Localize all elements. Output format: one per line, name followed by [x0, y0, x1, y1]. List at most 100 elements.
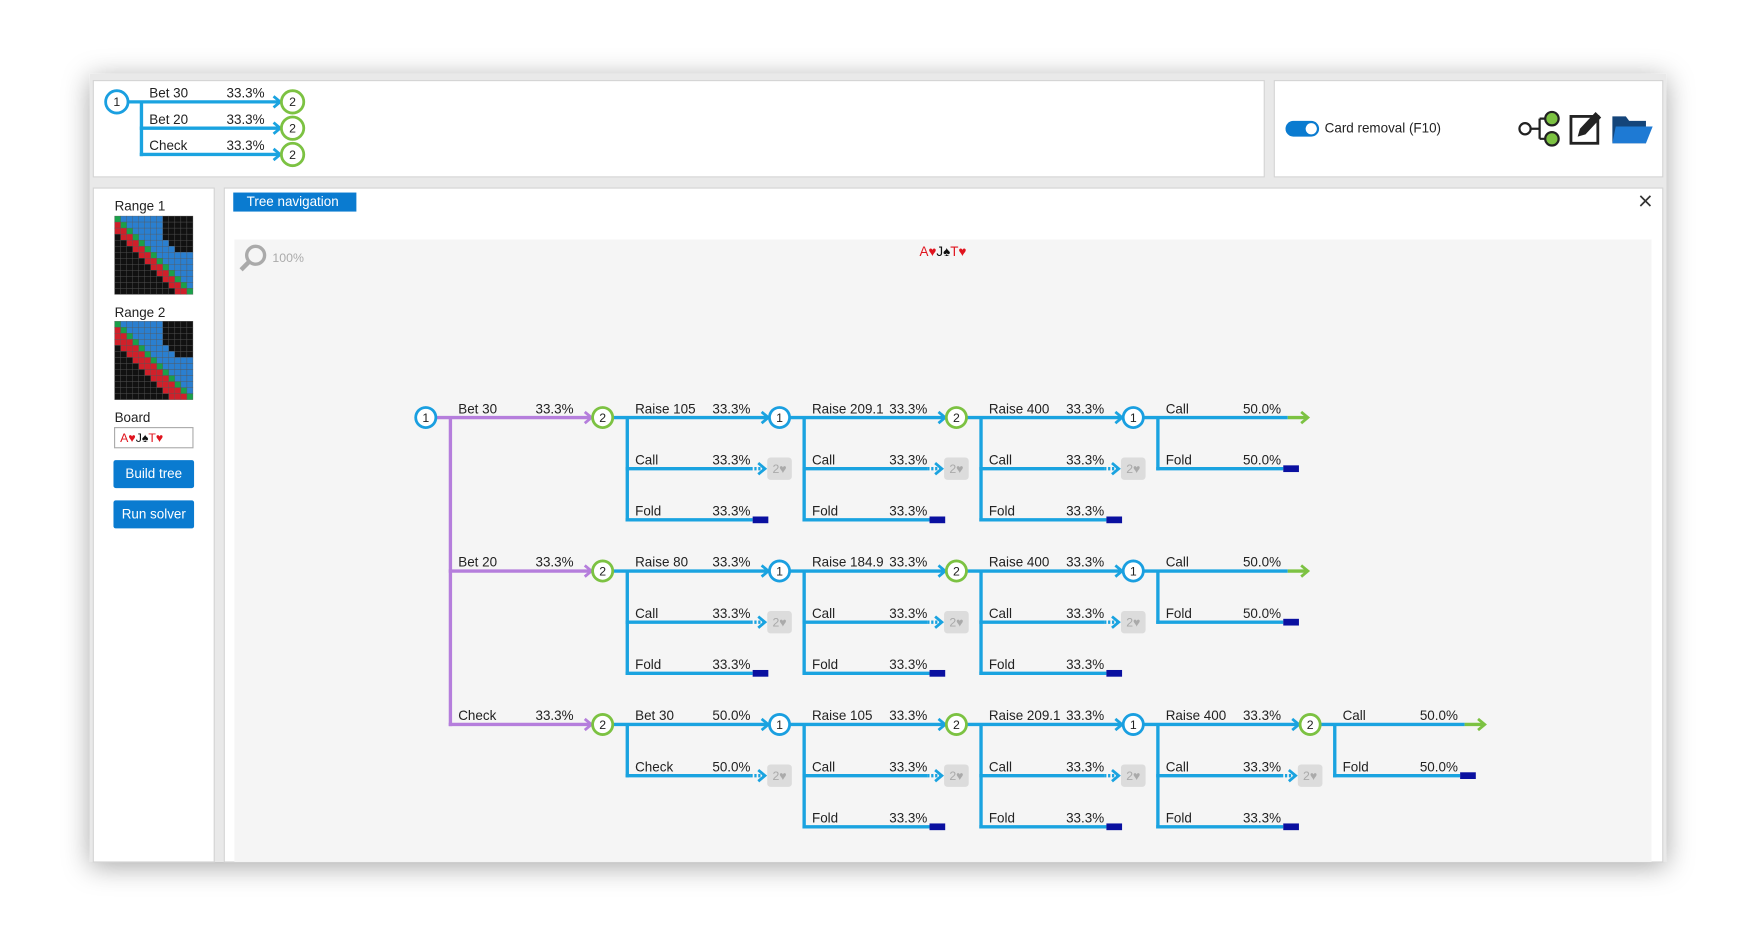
action-label[interactable]: Call — [812, 759, 835, 774]
chance-node[interactable] — [1120, 764, 1146, 787]
tree-icon[interactable] — [1518, 110, 1560, 147]
action-label[interactable]: Fold — [812, 504, 838, 519]
board-input[interactable] — [114, 427, 194, 449]
chance-label[interactable]: 2♥ — [772, 769, 786, 783]
chance-node[interactable] — [767, 764, 792, 787]
range-matrix[interactable] — [114, 215, 194, 295]
player-label[interactable]: 1 — [1130, 411, 1137, 425]
player-node[interactable] — [1121, 406, 1145, 430]
action-label[interactable]: Call — [1166, 401, 1189, 416]
player-label[interactable]: 2 — [289, 148, 296, 162]
player-node[interactable] — [944, 559, 968, 583]
action-label[interactable]: Call — [989, 759, 1012, 774]
player-label[interactable]: 1 — [776, 718, 783, 732]
action-label[interactable]: Call — [812, 452, 835, 467]
button[interactable] — [113, 500, 195, 529]
chance-label[interactable]: 2♥ — [949, 462, 963, 476]
player-label[interactable]: 2 — [953, 718, 960, 732]
button-label[interactable]: Run solver — [122, 506, 187, 521]
chance-label[interactable]: 2♥ — [772, 462, 786, 476]
action-label[interactable]: Raise 400 — [1166, 708, 1226, 723]
player-node[interactable] — [591, 406, 615, 430]
action-label[interactable]: Raise 184.9 — [812, 555, 884, 570]
action-label[interactable]: Call — [989, 452, 1012, 467]
chance-label[interactable]: 2♥ — [772, 616, 786, 630]
action-label[interactable]: Bet 30 — [635, 708, 674, 723]
action-label[interactable]: Raise 209.1 — [989, 708, 1061, 723]
action-label[interactable]: Bet 20 — [149, 112, 188, 127]
board-input-text[interactable]: A♥J♠T♥ — [120, 431, 163, 445]
player-label[interactable]: 1 — [776, 411, 783, 425]
action-label[interactable]: Call — [635, 606, 658, 621]
folder-icon[interactable] — [1612, 116, 1653, 144]
player-node[interactable] — [591, 713, 615, 736]
range-matrix[interactable] — [114, 321, 194, 400]
player-node[interactable] — [414, 406, 438, 430]
action-label[interactable]: Bet 30 — [149, 86, 188, 101]
chance-node[interactable] — [1120, 610, 1146, 634]
action-label[interactable]: Fold — [1166, 452, 1192, 467]
player-node[interactable] — [1121, 559, 1145, 583]
player-node[interactable] — [768, 559, 792, 583]
action-label[interactable]: Check — [458, 708, 496, 723]
player-label[interactable]: 2 — [289, 122, 296, 136]
button[interactable] — [113, 460, 195, 489]
player-node[interactable] — [1121, 713, 1145, 736]
player-node[interactable] — [944, 713, 968, 736]
chance-label[interactable]: 2♥ — [1126, 769, 1140, 783]
action-label[interactable]: Fold — [1166, 606, 1192, 621]
action-label[interactable]: Call — [1166, 555, 1189, 570]
player-node[interactable] — [279, 89, 306, 115]
close-icon[interactable] — [1639, 195, 1652, 207]
action-label[interactable]: Raise 105 — [635, 401, 695, 416]
player-node[interactable] — [104, 89, 130, 115]
action-label[interactable]: Fold — [989, 811, 1015, 826]
player-label[interactable]: 1 — [1130, 718, 1137, 732]
action-label[interactable]: Fold — [989, 657, 1015, 672]
player-node[interactable] — [768, 406, 792, 430]
action-label[interactable]: Check — [149, 138, 187, 153]
action-label[interactable]: Fold — [812, 811, 838, 826]
player-label[interactable]: 2 — [599, 564, 606, 578]
player-label[interactable]: 1 — [1130, 564, 1137, 578]
player-label[interactable]: 2 — [599, 411, 606, 425]
action-label[interactable]: Raise 105 — [812, 708, 872, 723]
chance-node[interactable] — [767, 457, 792, 480]
edit-icon[interactable] — [1569, 111, 1602, 145]
action-label[interactable]: Fold — [635, 504, 661, 519]
chance-label[interactable]: 2♥ — [1126, 616, 1140, 630]
action-label[interactable]: Raise 400 — [989, 555, 1049, 570]
action-label[interactable]: Call — [1166, 759, 1189, 774]
player-label[interactable]: 2 — [953, 564, 960, 578]
action-label[interactable]: Fold — [635, 657, 661, 672]
chance-node[interactable] — [1297, 764, 1323, 787]
player-node[interactable] — [1298, 713, 1322, 736]
action-label[interactable]: Raise 400 — [989, 401, 1049, 416]
action-label[interactable]: Call — [812, 606, 835, 621]
player-label[interactable]: 1 — [422, 411, 429, 425]
action-label[interactable]: Call — [635, 452, 658, 467]
player-node[interactable] — [279, 115, 306, 141]
player-node[interactable] — [279, 141, 306, 168]
action-label[interactable]: Call — [989, 606, 1012, 621]
action-label[interactable]: Bet 20 — [458, 555, 497, 570]
action-label[interactable]: Fold — [989, 504, 1015, 519]
action-label[interactable]: Raise 80 — [635, 555, 688, 570]
tab-label[interactable]: Tree navigation — [247, 194, 339, 209]
chance-node[interactable] — [944, 764, 969, 787]
chance-node[interactable] — [767, 610, 792, 634]
action-label[interactable]: Bet 30 — [458, 401, 497, 416]
chance-label[interactable]: 2♥ — [1303, 769, 1317, 783]
player-label[interactable]: 1 — [113, 95, 120, 109]
action-label[interactable]: Fold — [812, 657, 838, 672]
action-label[interactable]: Fold — [1343, 759, 1369, 774]
chance-node[interactable] — [944, 457, 969, 480]
button-label[interactable]: Build tree — [125, 466, 182, 481]
action-label[interactable]: Fold — [1166, 811, 1192, 826]
action-label[interactable]: Check — [635, 759, 673, 774]
tab[interactable] — [233, 192, 357, 212]
player-label[interactable]: 1 — [776, 564, 783, 578]
action-label[interactable]: Raise 209.1 — [812, 401, 884, 416]
chance-node[interactable] — [1120, 457, 1146, 480]
action-label[interactable]: Call — [1343, 708, 1366, 723]
